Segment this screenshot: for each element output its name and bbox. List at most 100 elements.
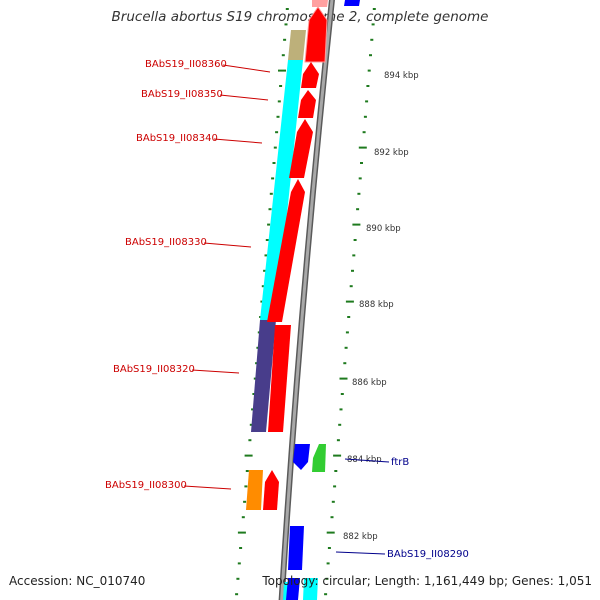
cog-track xyxy=(246,30,306,600)
minor-tick xyxy=(243,500,247,503)
minor-tick xyxy=(237,562,241,565)
minor-tick xyxy=(334,470,338,472)
minor-tick xyxy=(263,269,267,272)
backbone xyxy=(278,0,335,600)
minor-tick xyxy=(365,100,369,103)
cog-bar-cyan xyxy=(260,60,303,320)
minor-tick xyxy=(358,177,362,180)
topology-label: Topology: circular; Length: 1,161,449 bp… xyxy=(262,574,592,588)
minor-tick xyxy=(279,85,283,87)
minor-tick xyxy=(333,485,337,488)
gene-label[interactable]: ftrB xyxy=(391,457,409,468)
minor-tick xyxy=(371,23,375,26)
minor-tick xyxy=(339,408,343,411)
minor-tick xyxy=(275,131,279,134)
tick-labels: 894 kbp 892 kbp 890 kbp 888 kbp 886 kbp … xyxy=(343,71,419,542)
minor-tick xyxy=(340,393,344,395)
minor-tick xyxy=(248,439,252,442)
gene-label[interactable]: BAbS19_II08340 xyxy=(136,133,218,144)
gene-label[interactable]: BAbS19_II08330 xyxy=(125,237,207,248)
minor-tick xyxy=(362,131,366,134)
minor-tick xyxy=(343,362,347,365)
minor-tick xyxy=(326,562,330,565)
tick-label: 894 kbp xyxy=(384,71,419,81)
minor-tick xyxy=(360,162,363,164)
cds-arrow xyxy=(288,526,304,570)
leader-line xyxy=(344,458,390,463)
minor-tick xyxy=(327,547,331,549)
gene-labels: BAbS19_II08360 BAbS19_II08350 BAbS19_II0… xyxy=(105,59,469,560)
map-title: Brucella abortus S19 chromosome 2, compl… xyxy=(111,9,489,25)
minor-tick xyxy=(366,85,370,87)
minor-tick xyxy=(345,331,349,334)
minor-tick xyxy=(349,285,353,288)
minor-tick xyxy=(251,408,255,411)
cds-arrow xyxy=(286,578,300,600)
minor-tick xyxy=(283,38,287,41)
minor-tick xyxy=(245,470,249,472)
gene-label[interactable]: BAbS19_II08350 xyxy=(141,89,223,100)
gene-label[interactable]: BAbS19_II08360 xyxy=(145,59,227,70)
gene-label-leaders xyxy=(183,64,390,555)
major-tick xyxy=(333,454,342,457)
minor-tick xyxy=(277,100,281,103)
cog-bar-slate xyxy=(251,320,276,432)
minor-tick xyxy=(336,439,340,442)
major-tick xyxy=(352,223,361,226)
cog-bar-khaki xyxy=(288,30,306,60)
minor-tick xyxy=(347,316,351,318)
cds-arrow xyxy=(289,119,313,178)
minor-tick xyxy=(235,593,239,596)
accession-label: Accession: NC_010740 xyxy=(9,574,146,588)
cds-arrow xyxy=(304,6,328,63)
minor-tick xyxy=(372,8,376,10)
major-tick xyxy=(345,300,354,303)
minor-tick xyxy=(352,254,356,257)
cds-track xyxy=(263,0,328,510)
major-tick xyxy=(339,377,348,380)
cds-arrow xyxy=(312,0,328,7)
minor-tick xyxy=(370,38,374,41)
minor-tick xyxy=(353,239,357,241)
gene-label[interactable]: BAbS19_II08300 xyxy=(105,480,187,491)
minor-tick xyxy=(252,393,256,395)
cds-arrow xyxy=(303,578,318,600)
gene-label[interactable]: BAbS19_II08290 xyxy=(387,549,469,560)
minor-tick xyxy=(344,346,348,349)
tick-label: 888 kbp xyxy=(359,300,394,310)
minor-tick xyxy=(239,547,243,549)
cog-bar-orange xyxy=(246,470,263,510)
minor-tick xyxy=(249,423,253,426)
major-tick xyxy=(278,69,286,72)
minor-tick xyxy=(271,177,275,180)
minor-tick xyxy=(356,208,360,211)
minor-tick xyxy=(273,146,277,149)
tick-label: 886 kbp xyxy=(352,378,387,388)
minor-tick xyxy=(357,192,361,195)
minor-tick xyxy=(260,300,264,303)
minor-tick xyxy=(281,54,285,57)
cds-arrow xyxy=(298,90,316,118)
major-tick xyxy=(237,531,246,534)
leader-line xyxy=(222,64,271,73)
minor-tick xyxy=(261,285,265,288)
cds-arrow xyxy=(263,470,279,510)
gene-label[interactable]: BAbS19_II08320 xyxy=(113,364,195,375)
minor-tick xyxy=(367,69,371,72)
major-tick xyxy=(358,146,367,149)
leader-line xyxy=(219,94,269,101)
minor-tick xyxy=(285,8,289,10)
minor-tick xyxy=(331,500,335,503)
minor-tick xyxy=(324,593,328,596)
outer-tick-ring xyxy=(324,8,376,596)
leader-line xyxy=(183,485,232,490)
leader-line xyxy=(335,551,386,555)
tick-label: 890 kbp xyxy=(366,224,401,234)
cds-arrow xyxy=(293,444,310,470)
minor-tick xyxy=(236,577,240,580)
minor-tick xyxy=(265,239,269,241)
cds-arrow xyxy=(301,62,319,88)
minor-tick xyxy=(272,162,276,164)
minor-tick xyxy=(363,115,367,118)
